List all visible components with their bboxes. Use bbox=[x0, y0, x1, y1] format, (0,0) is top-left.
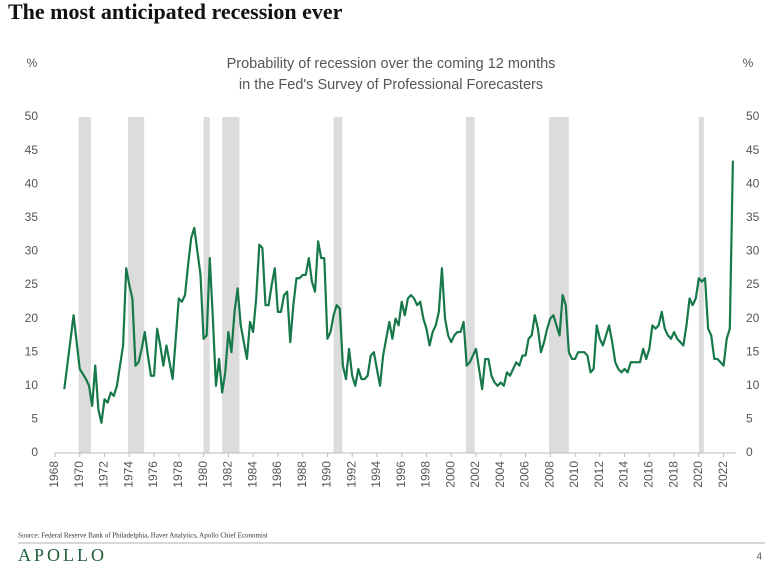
recession-band bbox=[203, 117, 210, 453]
x-tick-label: 2014 bbox=[617, 461, 631, 488]
x-tick-label: 1974 bbox=[121, 461, 135, 488]
y-tick-label: 5 bbox=[31, 412, 38, 426]
x-tick-label: 1984 bbox=[245, 461, 259, 488]
x-tick-label: 1982 bbox=[221, 461, 235, 488]
y-tick-label: 0 bbox=[31, 445, 38, 459]
x-tick-label: 1972 bbox=[97, 461, 111, 488]
y-tick-label: 15 bbox=[25, 344, 39, 358]
x-tick-label: 1980 bbox=[196, 461, 210, 488]
y-tick-label: 50 bbox=[25, 109, 39, 123]
recession-band bbox=[549, 117, 569, 453]
y2-tick-label: 50 bbox=[746, 109, 760, 123]
y2-tick-label: 10 bbox=[746, 378, 760, 392]
x-tick-label: 1986 bbox=[270, 461, 284, 488]
x-tick-label: 2018 bbox=[666, 461, 680, 488]
recession-band bbox=[128, 117, 145, 453]
y2-tick-label: 5 bbox=[746, 412, 753, 426]
y2-tick-label: 15 bbox=[746, 344, 760, 358]
recession-band bbox=[466, 117, 475, 453]
brand: APOLLO bbox=[18, 545, 107, 565]
y2-axis-label: % bbox=[743, 56, 754, 70]
x-tick-label: 1988 bbox=[295, 461, 309, 488]
x-tick-label: 2010 bbox=[567, 461, 581, 488]
x-tick-label: 1970 bbox=[72, 461, 86, 488]
recession-band bbox=[78, 117, 91, 453]
source: Source: Federal Reserve Bank of Philadel… bbox=[18, 532, 268, 540]
y-tick-label: 30 bbox=[25, 244, 39, 258]
x-tick-label: 2000 bbox=[443, 461, 457, 488]
y2-tick-label: 35 bbox=[746, 210, 760, 224]
y-tick-label: 35 bbox=[25, 210, 39, 224]
y-tick-label: 20 bbox=[25, 311, 39, 325]
chart-title: The most anticipated recession ever bbox=[8, 0, 343, 24]
y-tick-label: 25 bbox=[25, 277, 39, 291]
recession-band bbox=[222, 117, 240, 453]
x-tick-label: 2002 bbox=[468, 461, 482, 488]
x-tick-label: 1968 bbox=[47, 461, 61, 488]
y-tick-label: 10 bbox=[25, 378, 39, 392]
x-tick-label: 1998 bbox=[419, 461, 433, 488]
x-tick-label: 2004 bbox=[493, 461, 507, 488]
y2-tick-label: 40 bbox=[746, 176, 760, 190]
y2-tick-label: 30 bbox=[746, 244, 760, 258]
x-tick-label: 1990 bbox=[320, 461, 334, 488]
y-tick-label: 45 bbox=[25, 143, 39, 157]
y2-tick-label: 0 bbox=[746, 445, 753, 459]
x-tick-label: 2012 bbox=[592, 461, 606, 488]
x-tick-label: 2008 bbox=[542, 461, 556, 488]
x-tick-label: 2022 bbox=[716, 461, 730, 488]
x-tick-label: 1992 bbox=[344, 461, 358, 488]
x-tick-label: 1994 bbox=[369, 461, 383, 488]
x-tick-label: 2020 bbox=[691, 461, 705, 488]
y2-tick-label: 45 bbox=[746, 143, 760, 157]
x-tick-label: 1996 bbox=[394, 461, 408, 488]
y-axis-label: % bbox=[27, 56, 38, 70]
x-tick-label: 1976 bbox=[146, 461, 160, 488]
subtitle: in the Fed's Survey of Professional Fore… bbox=[239, 77, 543, 93]
page-number: 4 bbox=[756, 552, 762, 563]
x-tick-label: 2006 bbox=[518, 461, 532, 488]
subtitle: Probability of recession over the coming… bbox=[227, 56, 556, 72]
recession-band bbox=[698, 117, 704, 453]
x-tick-label: 1978 bbox=[171, 461, 185, 488]
recession-band bbox=[333, 117, 343, 453]
y2-tick-label: 25 bbox=[746, 277, 760, 291]
y-tick-label: 40 bbox=[25, 176, 39, 190]
y2-tick-label: 20 bbox=[746, 311, 760, 325]
line-series bbox=[63, 160, 734, 424]
x-tick-label: 2016 bbox=[641, 461, 655, 488]
